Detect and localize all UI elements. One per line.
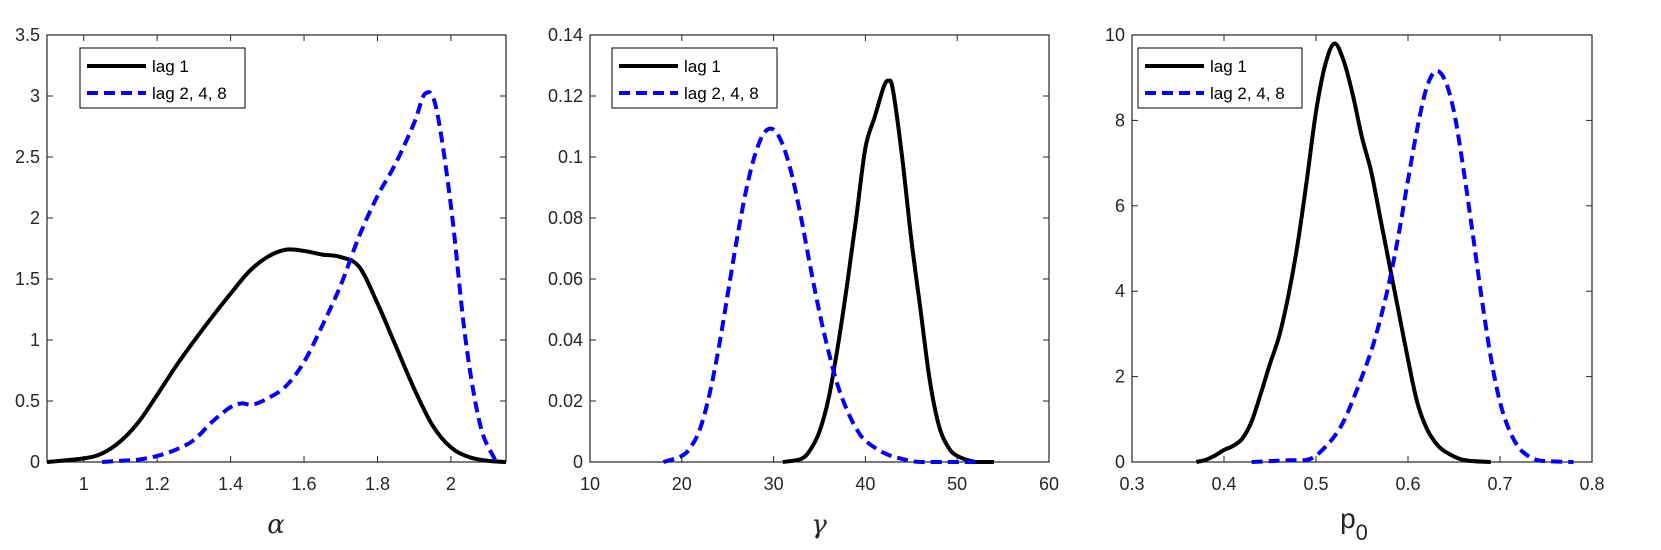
legend-label-lag-248: lag 2, 4, 8 <box>684 84 759 103</box>
legend-box <box>79 47 246 109</box>
legend: lag 1 lag 2, 4, 8 <box>79 47 246 109</box>
y-tick-label: 4 <box>1115 281 1125 301</box>
y-tick-label: 0 <box>1115 452 1125 472</box>
y-tick-label: 2 <box>1115 367 1125 387</box>
x-tick-label: 50 <box>947 474 967 494</box>
panel-alpha: 1 1.2 1.4 1.6 1.8 2 0 0.5 1 1.5 2 2.5 3 3.5 α lag 1 l… <box>15 25 507 540</box>
legend-label-lag-1: lag 1 <box>152 57 189 76</box>
legend-label-lag-1: lag 1 <box>1210 57 1247 76</box>
x-tick-label: 0.7 <box>1487 474 1512 494</box>
x-tick-label: 1.4 <box>218 474 243 494</box>
y-tick-label: 0.04 <box>548 330 583 350</box>
x-tick-label: 20 <box>672 474 692 494</box>
x-tick-label: 10 <box>580 474 600 494</box>
x-axis-label: α <box>267 510 285 540</box>
legend: lag 1 lag 2, 4, 8 <box>1137 47 1303 109</box>
y-tick-label: 0 <box>30 452 40 472</box>
ticks: 10 20 30 40 50 60 0 0.02 0.04 0.06 0.08 0.1 0.12 0.14 <box>548 25 1059 494</box>
series-line-lag-1 <box>1195 41 1491 464</box>
x-tick-label: 0.3 <box>1119 474 1144 494</box>
y-tick-label: 0.1 <box>558 147 583 167</box>
x-axis-label: p0 <box>1340 503 1368 545</box>
x-axis-label-base: p <box>1340 503 1356 534</box>
y-tick-label: 0.02 <box>548 391 583 411</box>
x-axis-label-subscript: 0 <box>1356 520 1368 545</box>
x-tick-label: 40 <box>855 474 875 494</box>
x-axis-label: γ <box>811 510 827 540</box>
y-tick-label: 0.5 <box>15 391 40 411</box>
x-tick-label: 1.2 <box>145 474 170 494</box>
y-tick-label: 3 <box>30 86 40 106</box>
y-tick-label: 3.5 <box>15 25 40 45</box>
y-tick-label: 0.12 <box>548 86 583 106</box>
x-tick-label: 30 <box>764 474 784 494</box>
y-tick-label: 1.5 <box>15 269 40 289</box>
series-line-lag-248 <box>662 126 976 464</box>
x-tick-label: 1 <box>79 474 89 494</box>
x-tick-label: 1.8 <box>365 474 390 494</box>
legend-box <box>611 47 778 109</box>
curves <box>1195 41 1574 464</box>
curves <box>662 78 994 464</box>
ticks: 0.3 0.4 0.5 0.6 0.7 0.8 0 2 4 6 8 10 <box>1105 25 1605 494</box>
legend-box <box>1137 47 1303 109</box>
legend-label-lag-1: lag 1 <box>684 57 721 76</box>
panel-gamma: 10 20 30 40 50 60 0 0.02 0.04 0.06 0.08 0.1 0.12 0.14… <box>548 25 1059 540</box>
y-tick-label: 8 <box>1115 110 1125 130</box>
x-tick-label: 0.8 <box>1579 474 1604 494</box>
x-tick-label: 60 <box>1039 474 1059 494</box>
curves <box>46 90 507 464</box>
series-line-lag-248 <box>101 90 497 464</box>
ticks: 1 1.2 1.4 1.6 1.8 2 0 0.5 1 1.5 2 2.5 3 3.5 <box>15 25 506 494</box>
y-tick-label: 2.5 <box>15 147 40 167</box>
y-tick-label: 0.08 <box>548 208 583 228</box>
legend-label-lag-248: lag 2, 4, 8 <box>152 84 227 103</box>
x-tick-label: 1.6 <box>292 474 317 494</box>
x-tick-label: 2 <box>446 474 456 494</box>
y-tick-label: 1 <box>30 330 40 350</box>
series-line-lag-1 <box>46 247 507 464</box>
x-tick-label: 0.5 <box>1303 474 1328 494</box>
y-tick-label: 6 <box>1115 196 1125 216</box>
x-tick-label: 0.6 <box>1395 474 1420 494</box>
series-line-lag-1 <box>782 78 994 464</box>
x-tick-label: 0.4 <box>1211 474 1236 494</box>
y-tick-label: 10 <box>1105 25 1125 45</box>
y-tick-label: 2 <box>30 208 40 228</box>
y-tick-label: 0.06 <box>548 269 583 289</box>
legend: lag 1 lag 2, 4, 8 <box>611 47 778 109</box>
y-tick-label: 0.14 <box>548 25 583 45</box>
y-tick-label: 0 <box>573 452 583 472</box>
legend-label-lag-248: lag 2, 4, 8 <box>1210 84 1285 103</box>
series-line-lag-248 <box>1251 68 1574 464</box>
